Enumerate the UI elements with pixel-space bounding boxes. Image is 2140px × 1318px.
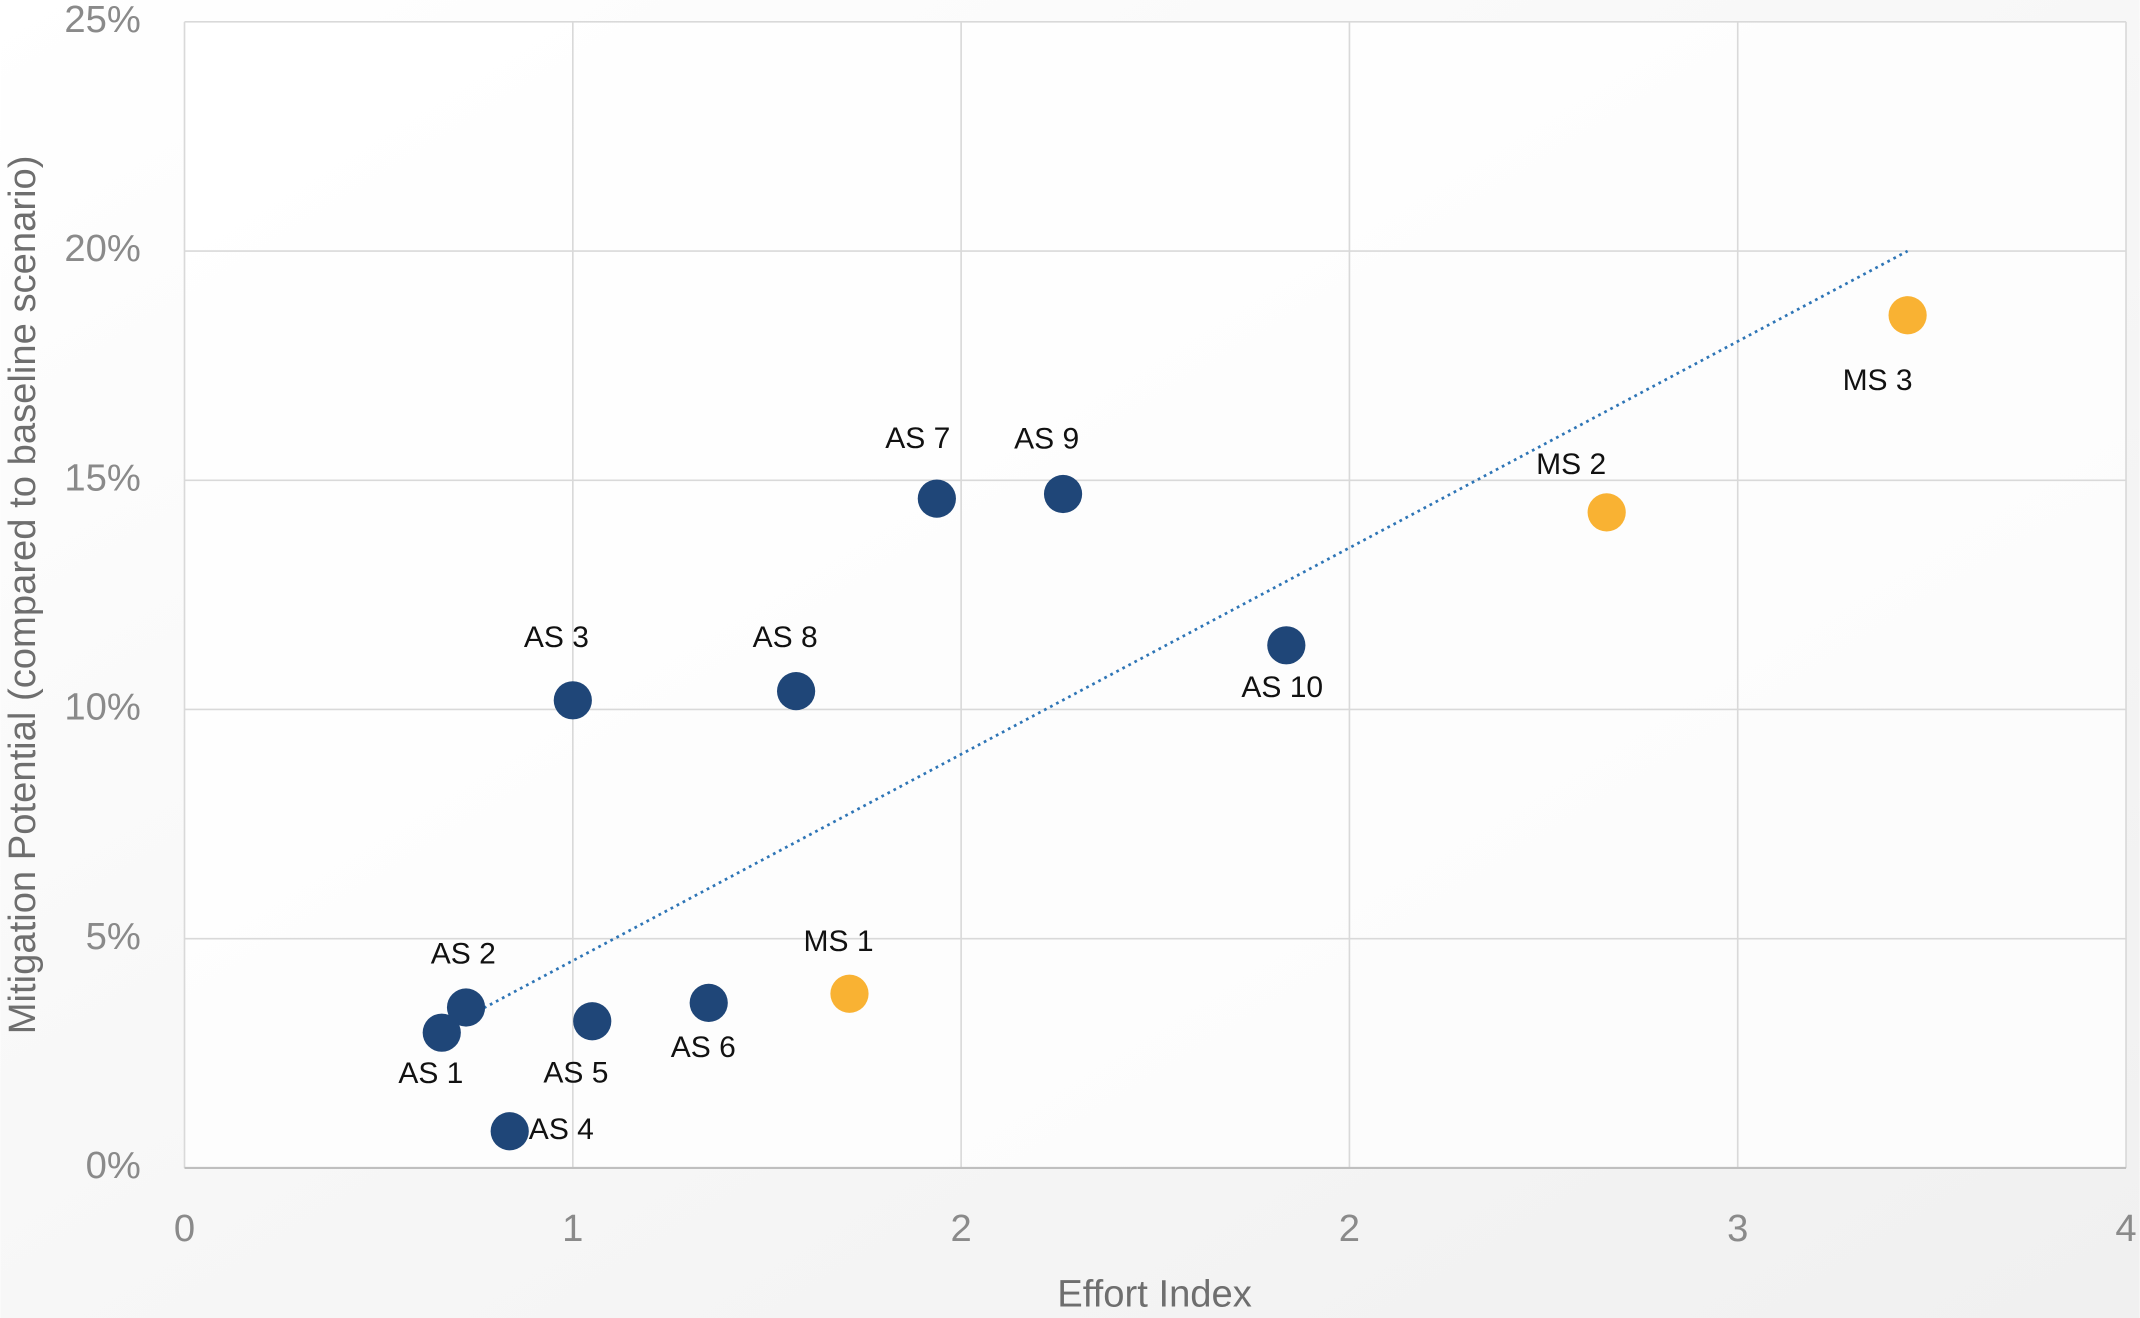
y-tick-label: 15%	[64, 456, 140, 499]
x-tick-label: 4	[2115, 1207, 2136, 1250]
point	[1267, 626, 1306, 665]
point	[490, 1112, 529, 1151]
point	[553, 681, 592, 720]
y-tick-label: 20%	[64, 227, 140, 270]
point-label: AS 5	[543, 1056, 608, 1089]
point-label: AS 10	[1241, 671, 1323, 704]
point-label: AS 1	[398, 1057, 463, 1090]
y-tick-label: 25%	[64, 0, 140, 41]
point-label: AS 4	[529, 1113, 594, 1146]
point	[1587, 493, 1626, 532]
x-tick-label: 2	[1339, 1207, 1360, 1250]
point-label: AS 7	[885, 422, 950, 455]
point-label: AS 9	[1014, 423, 1079, 456]
point	[830, 974, 869, 1013]
x-tick-label: 1	[562, 1207, 583, 1250]
point-label: MS 1	[804, 925, 874, 958]
point-label: AS 8	[753, 621, 818, 654]
point	[1043, 474, 1083, 514]
point-label: MS 2	[1536, 448, 1606, 481]
point	[573, 1002, 612, 1041]
point-label: AS 6	[671, 1031, 736, 1064]
point	[422, 1013, 461, 1052]
x-axis-title: Effort Index	[1057, 1272, 1252, 1315]
y-tick-label: 5%	[86, 915, 141, 958]
point	[1888, 296, 1927, 335]
point	[446, 988, 486, 1027]
x-tick-label: 2	[950, 1207, 971, 1250]
point	[917, 479, 956, 518]
x-tick-label: 0	[174, 1207, 195, 1250]
y-axis-title: Mitigation Potential (compared to baseli…	[1, 155, 44, 1034]
y-tick-label: 10%	[64, 686, 140, 729]
point	[689, 983, 728, 1022]
point-label: AS 2	[431, 938, 496, 971]
y-tick-label: 0%	[86, 1144, 141, 1187]
plot-area	[184, 21, 2127, 1168]
x-tick-label: 3	[1727, 1207, 1748, 1250]
point	[776, 672, 816, 711]
point-label: MS 3	[1843, 364, 1913, 397]
point-label: AS 3	[524, 621, 589, 654]
